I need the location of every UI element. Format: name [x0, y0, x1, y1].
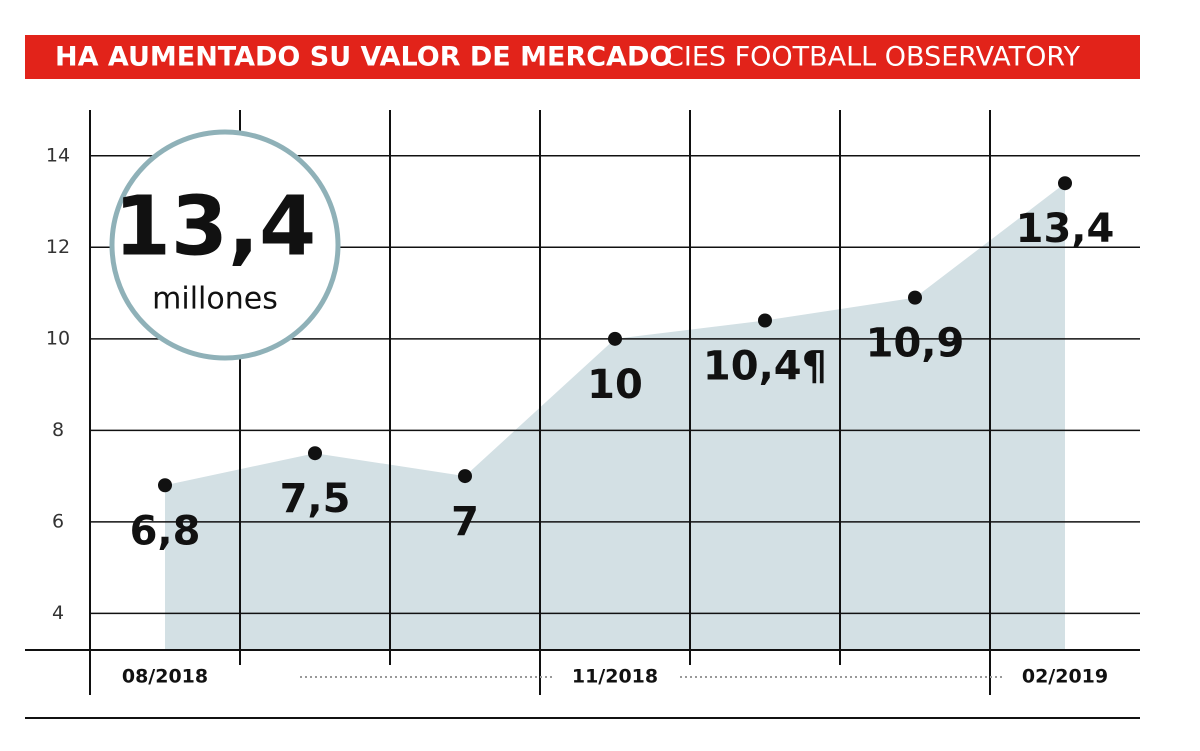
value-label: 10,4¶	[703, 344, 827, 390]
value-label: 10	[587, 362, 643, 408]
y-tick-label: 14	[46, 144, 70, 166]
value-label: 6,8	[130, 508, 201, 554]
value-label: 13,4	[1016, 206, 1115, 252]
title-band	[25, 35, 1140, 79]
chart-subtitle: CIES FOOTBALL OBSERVATORY	[665, 42, 1080, 73]
value-label: 7	[451, 499, 479, 545]
point	[1058, 176, 1072, 191]
highlight-unit: millones	[152, 282, 278, 317]
highlight-value: 13,4	[114, 179, 316, 274]
x-label-bg	[1003, 664, 1127, 690]
x-tick-label: 02/2019	[1022, 666, 1108, 688]
x-label-bg	[553, 664, 677, 690]
point	[308, 446, 322, 461]
value-label: 7,5	[280, 476, 351, 522]
y-tick-label: 8	[52, 419, 64, 441]
y-tick-label: 12	[46, 236, 70, 258]
x-tick-label: 11/2018	[572, 666, 658, 688]
point	[608, 331, 622, 346]
point	[758, 313, 772, 328]
point	[458, 469, 472, 484]
x-label-bg	[103, 664, 227, 690]
y-tick-label: 6	[52, 510, 64, 532]
point	[158, 478, 172, 493]
y-tick-label: 4	[52, 602, 64, 624]
value-label: 10,9	[866, 321, 965, 367]
highlight-circle	[109, 129, 341, 361]
chart-title: HA AUMENTADO SU VALOR DE MERCADO	[55, 42, 672, 73]
y-tick-label: 10	[46, 327, 70, 349]
x-tick-label: 08/2018	[122, 666, 208, 688]
point	[908, 290, 922, 305]
